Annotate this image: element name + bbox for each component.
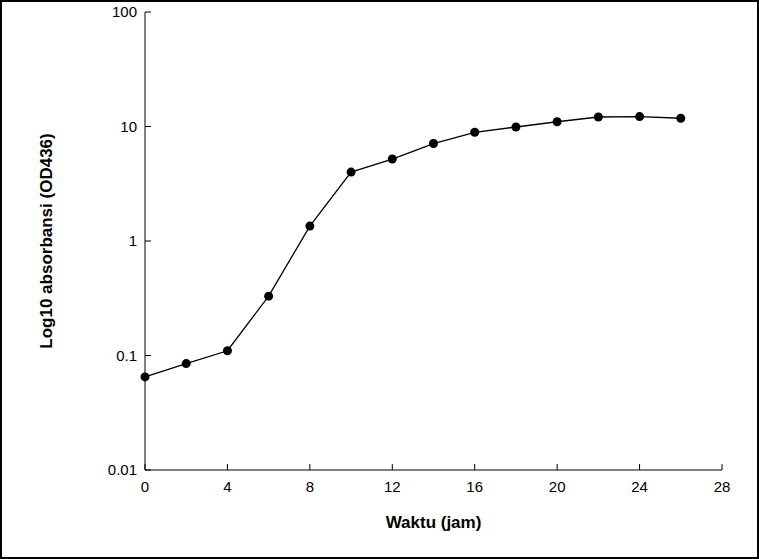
data-point xyxy=(347,168,356,177)
data-point xyxy=(429,139,438,148)
x-tick xyxy=(474,464,475,470)
y-tick xyxy=(145,470,151,471)
outer-frame xyxy=(1,1,758,558)
x-tick xyxy=(145,464,146,470)
data-line xyxy=(145,117,681,377)
y-tick-label: 0.01 xyxy=(108,461,137,478)
y-tick xyxy=(145,126,151,127)
x-tick-label: 0 xyxy=(141,478,149,495)
x-tick-label: 24 xyxy=(631,478,648,495)
data-point xyxy=(305,222,314,231)
x-tick-label: 8 xyxy=(306,478,314,495)
x-tick-label: 28 xyxy=(714,478,731,495)
data-point xyxy=(553,117,562,126)
y-axis-title: Log10 absorbansi (OD436) xyxy=(37,133,56,348)
x-tick-label: 16 xyxy=(466,478,483,495)
x-tick xyxy=(722,464,723,470)
x-axis xyxy=(145,470,722,471)
x-axis-title: Waktu (jam) xyxy=(386,513,482,532)
plot-area xyxy=(141,112,686,381)
x-tick xyxy=(227,464,228,470)
y-tick xyxy=(145,355,151,356)
data-point xyxy=(594,113,603,122)
data-point xyxy=(141,372,150,381)
x-tick xyxy=(639,464,640,470)
data-point xyxy=(470,128,479,137)
x-tick-label: 4 xyxy=(223,478,231,495)
data-point xyxy=(635,112,644,121)
data-point xyxy=(223,346,232,355)
y-tick xyxy=(145,12,151,13)
y-tick-label: 100 xyxy=(112,3,137,20)
data-point xyxy=(388,155,397,164)
data-point xyxy=(182,359,191,368)
y-tick-label: 10 xyxy=(120,118,137,135)
x-tick xyxy=(557,464,558,470)
x-tick xyxy=(392,464,393,470)
x-tick-label: 12 xyxy=(384,478,401,495)
data-point xyxy=(511,122,520,131)
y-tick-label: 0.1 xyxy=(116,347,137,364)
y-tick xyxy=(145,241,151,242)
x-tick xyxy=(309,464,310,470)
data-point xyxy=(676,114,685,123)
y-tick-label: 1 xyxy=(129,232,137,249)
data-point xyxy=(264,292,273,301)
x-tick-label: 20 xyxy=(549,478,566,495)
